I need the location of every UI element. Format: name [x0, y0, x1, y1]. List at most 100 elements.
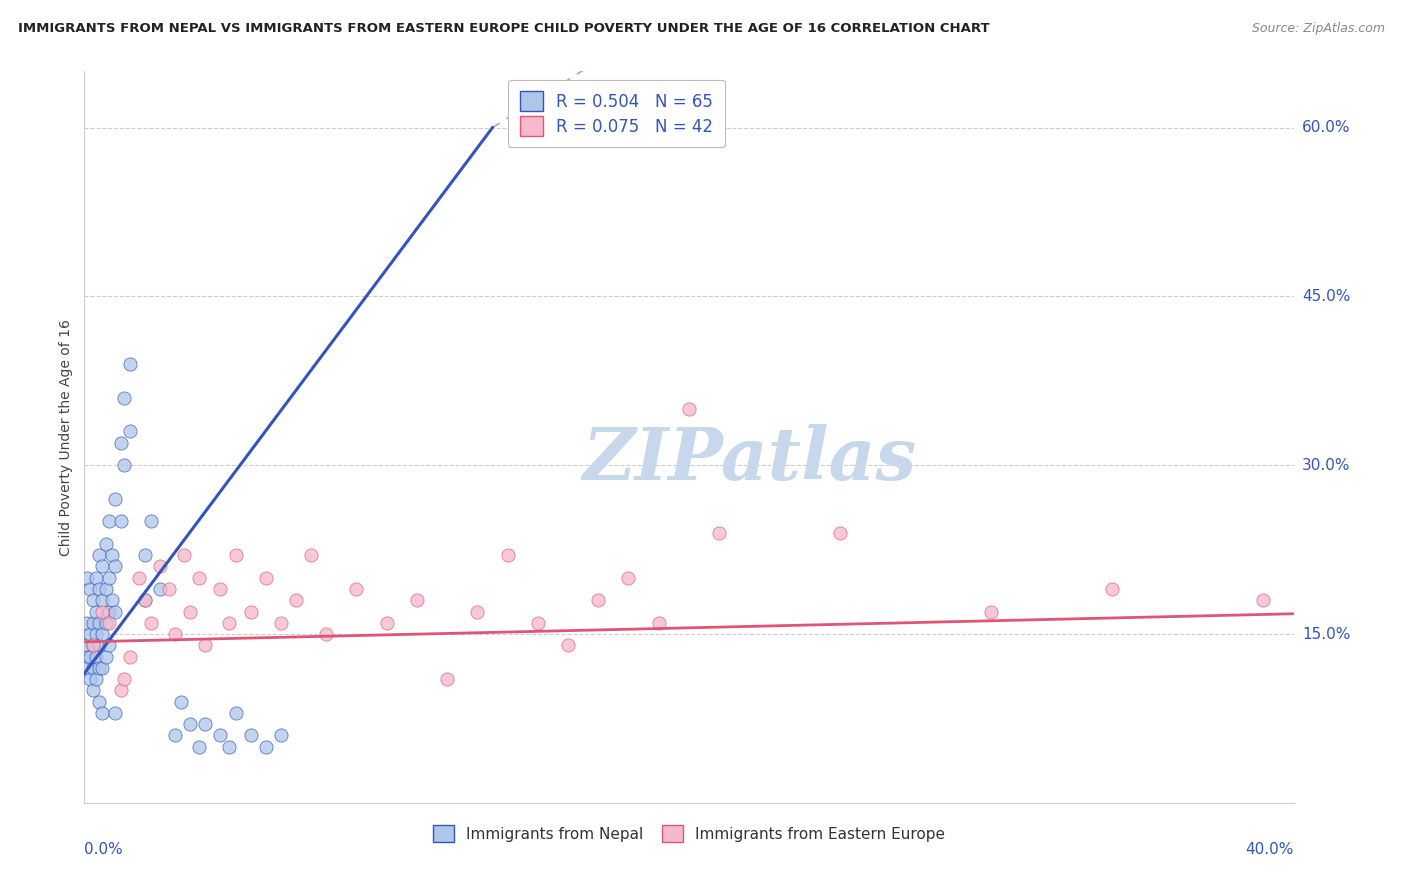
Point	[285, 593, 308, 607]
Point	[91, 706, 114, 720]
Point	[709, 525, 731, 540]
Point	[209, 728, 232, 742]
Point	[118, 649, 141, 664]
Point	[678, 401, 700, 416]
Point	[97, 638, 120, 652]
Point	[436, 672, 458, 686]
Point	[104, 706, 127, 720]
Point	[91, 627, 114, 641]
Point	[830, 525, 852, 540]
Point	[157, 582, 180, 596]
Point	[91, 559, 114, 574]
Point	[86, 571, 108, 585]
Point	[112, 391, 135, 405]
Point	[209, 582, 232, 596]
Point	[86, 605, 108, 619]
Text: 15.0%: 15.0%	[1302, 626, 1350, 641]
Point	[406, 593, 429, 607]
Point	[91, 593, 114, 607]
Point	[118, 357, 141, 371]
Point	[112, 672, 135, 686]
Point	[188, 739, 211, 754]
Point	[89, 661, 111, 675]
Point	[86, 672, 108, 686]
Point	[91, 605, 114, 619]
Point	[557, 638, 579, 652]
Point	[112, 458, 135, 473]
Point	[76, 649, 98, 664]
Point	[97, 571, 120, 585]
Point	[82, 683, 104, 698]
Point	[110, 683, 132, 698]
Point	[104, 491, 127, 506]
Point	[82, 638, 104, 652]
Point	[346, 582, 368, 596]
Point	[110, 515, 132, 529]
Point	[89, 582, 111, 596]
Point	[97, 515, 120, 529]
Point	[170, 694, 193, 708]
Point	[118, 425, 141, 439]
Point	[86, 627, 108, 641]
Point	[110, 435, 132, 450]
Point	[270, 728, 292, 742]
Point	[82, 615, 104, 630]
Point	[97, 615, 120, 630]
Point	[165, 627, 187, 641]
Point	[375, 615, 398, 630]
Point	[218, 739, 240, 754]
Point	[104, 605, 127, 619]
Point	[254, 739, 277, 754]
Y-axis label: Child Poverty Under the Age of 16: Child Poverty Under the Age of 16	[59, 318, 73, 556]
Point	[218, 615, 240, 630]
Point	[76, 615, 98, 630]
Point	[134, 593, 156, 607]
Point	[467, 605, 489, 619]
Point	[79, 627, 101, 641]
Point	[225, 548, 247, 562]
Point	[270, 615, 292, 630]
Text: 60.0%: 60.0%	[1302, 120, 1350, 135]
Point	[79, 672, 101, 686]
Text: 0.0%: 0.0%	[84, 842, 124, 856]
Text: IMMIGRANTS FROM NEPAL VS IMMIGRANTS FROM EASTERN EUROPE CHILD POVERTY UNDER THE : IMMIGRANTS FROM NEPAL VS IMMIGRANTS FROM…	[18, 22, 990, 36]
Point	[76, 638, 98, 652]
Point	[100, 593, 122, 607]
Point	[89, 638, 111, 652]
Point	[149, 582, 172, 596]
Point	[194, 638, 217, 652]
Point	[79, 582, 101, 596]
Point	[79, 649, 101, 664]
Point	[188, 571, 211, 585]
Point	[239, 605, 262, 619]
Point	[89, 615, 111, 630]
Point	[97, 605, 120, 619]
Point	[1253, 593, 1275, 607]
Point	[617, 571, 640, 585]
Point	[89, 548, 111, 562]
Point	[76, 571, 98, 585]
Point	[76, 661, 98, 675]
Point	[82, 593, 104, 607]
Text: 30.0%: 30.0%	[1302, 458, 1350, 473]
Point	[82, 661, 104, 675]
Point	[1101, 582, 1123, 596]
Point	[139, 615, 162, 630]
Point	[134, 548, 156, 562]
Point	[225, 706, 247, 720]
Point	[89, 694, 111, 708]
Point	[139, 515, 162, 529]
Point	[179, 717, 201, 731]
Point	[94, 649, 117, 664]
Point	[980, 605, 1002, 619]
Text: 45.0%: 45.0%	[1302, 289, 1350, 304]
Point	[173, 548, 195, 562]
Point	[165, 728, 187, 742]
Legend: Immigrants from Nepal, Immigrants from Eastern Europe: Immigrants from Nepal, Immigrants from E…	[425, 817, 953, 850]
Point	[496, 548, 519, 562]
Point	[104, 559, 127, 574]
Point	[299, 548, 322, 562]
Point	[100, 548, 122, 562]
Point	[194, 717, 217, 731]
Point	[179, 605, 201, 619]
